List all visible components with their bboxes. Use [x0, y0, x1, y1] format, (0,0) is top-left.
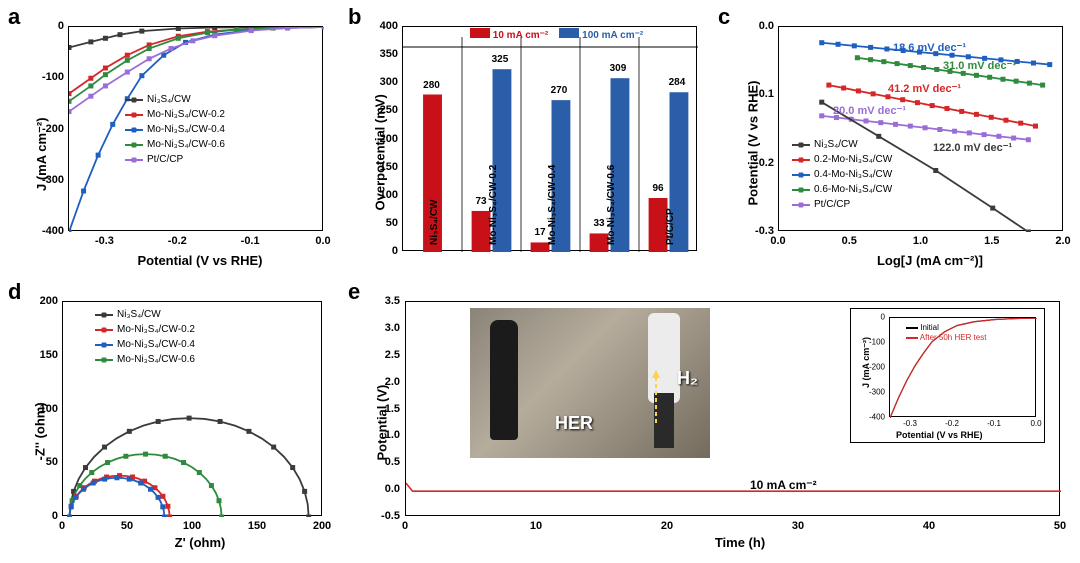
- c-legend: Ni₃S₄/CW0.2-Mo-Ni₃S₄/CW0.4-Mo-Ni₃S₄/CW0.…: [792, 138, 892, 213]
- current-note: 10 mA cm⁻²: [750, 478, 817, 492]
- panel-b: b Overpotential (mV) 280Ni₃S₄/CW73325Mo-…: [340, 0, 710, 275]
- panel-a: a J (mA cm⁻²) Potential (V vs RHE) Ni₃S₄…: [0, 0, 340, 275]
- her-label: HER: [555, 413, 593, 434]
- h2-label: H₂: [677, 368, 698, 389]
- d-xlabel: Z' (ohm): [130, 535, 270, 550]
- panel-e: e Potential (V) Time (h) HER H₂ Potentia…: [340, 275, 1080, 563]
- e-xlabel: Time (h): [680, 535, 800, 550]
- panel-c: c Potential (V vs RHE) Log[J (mA cm⁻²)] …: [710, 0, 1080, 275]
- a-legend: Ni₃S₄/CWMo-Ni₃S₄/CW-0.2Mo-Ni₃S₄/CW-0.4Mo…: [125, 93, 225, 168]
- d-legend: Ni₃S₄/CWMo-Ni₃S₄/CW-0.2Mo-Ni₃S₄/CW-0.4Mo…: [95, 308, 195, 368]
- c-xlabel: Log[J (mA cm⁻²)]: [840, 253, 1020, 269]
- a-xlabel: Potential (V vs RHE): [110, 253, 290, 268]
- her-photo: HER H₂: [470, 308, 710, 458]
- c-ylabel: Potential (V vs RHE): [746, 56, 761, 206]
- stability-inset: Potential (V vs RHE)J (mA cm⁻²)-0.3-0.2-…: [850, 308, 1045, 443]
- panel-d: d -Z'' (ohm) Z' (ohm) Ni₃S₄/CWMo-Ni₃S₄/C…: [0, 275, 340, 563]
